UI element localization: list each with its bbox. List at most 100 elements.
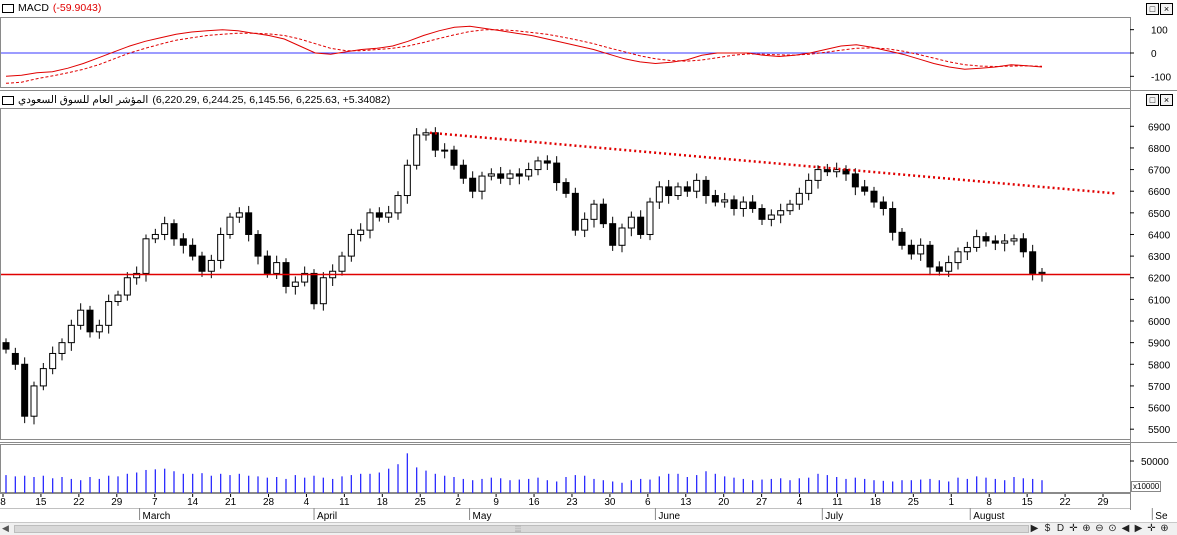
axis-labels-group: 100 0 -100 6900 6800 6700 6600 6500 6400 6300 6200… <box>1130 26 1171 468</box>
price-restore-button[interactable]: □ <box>1146 94 1159 106</box>
candle-down <box>711 195 719 203</box>
candle-up <box>319 277 327 305</box>
candle-down <box>926 244 934 268</box>
candle-up <box>347 233 355 257</box>
macd-window-buttons: □ × <box>1146 3 1173 15</box>
month-label: June <box>658 511 680 522</box>
candle-up <box>385 212 393 218</box>
horizontal-scrollbar[interactable]: ◀ ⦙⦙⦙ ▶ $ D ✛ ⊕ ⊖ ⊙ ◀ ▶ ✛ ⊕ <box>0 522 1177 535</box>
date-tick-label: 18 <box>870 497 882 508</box>
candle-up <box>627 216 635 229</box>
zoom-out-icon[interactable]: ⊖ <box>1095 523 1104 534</box>
candle-up <box>478 175 486 192</box>
candle-up <box>487 173 495 177</box>
date-tick-label: 22 <box>1060 497 1072 508</box>
date-tick-label: 20 <box>718 497 730 508</box>
date-tick-label: 15 <box>35 497 47 508</box>
date-tick-label: 21 <box>225 497 237 508</box>
candle-down <box>469 177 477 192</box>
candle-up <box>795 192 803 205</box>
candle-up <box>618 227 626 246</box>
pane-icon <box>2 3 14 13</box>
candle-down <box>86 309 94 333</box>
candle-down <box>179 238 187 246</box>
price-tick-label: 5900 <box>1148 339 1171 350</box>
candle-up <box>366 212 374 231</box>
date-tick-label: 23 <box>566 497 578 508</box>
date-tick-label: 16 <box>528 497 540 508</box>
price-window-buttons: □ × <box>1146 94 1173 106</box>
price-close-button[interactable]: × <box>1160 94 1173 106</box>
price-tick-label: 6500 <box>1148 209 1171 220</box>
price-ohlc: (6,220.29, 6,244.25, 6,145.56, 6,225.63,… <box>152 94 391 106</box>
candle-up <box>786 203 794 212</box>
candle-down <box>842 169 850 175</box>
zoom-fit-icon[interactable]: ⊙ <box>1108 523 1117 534</box>
candle-down <box>515 173 523 177</box>
month-label: March <box>143 511 171 522</box>
macd-close-button[interactable]: × <box>1160 3 1173 15</box>
date-axis-group: 8 15 22 29 7 14 21 28 4 11 18 25 2 9 16 23 30 6 13 20 27 4 11 1… <box>0 494 1168 522</box>
price-tick-label: 6700 <box>1148 166 1171 177</box>
candle-down <box>254 233 262 257</box>
candle-down <box>683 186 691 192</box>
macd-line <box>5 25 1043 77</box>
month-label: May <box>473 511 492 522</box>
candle-down <box>375 212 383 218</box>
macd-restore-button[interactable]: □ <box>1146 3 1159 15</box>
candle-up <box>58 342 66 354</box>
candle-down <box>245 212 253 235</box>
candle-up <box>945 262 953 272</box>
candle-down <box>982 236 990 242</box>
candle-down <box>497 173 505 179</box>
scrollbar-grip-icon: ⦙⦙⦙ <box>515 524 522 534</box>
candle-up <box>235 212 243 218</box>
candle-up <box>291 281 299 287</box>
candle-up <box>114 294 122 303</box>
candle-up <box>674 186 682 197</box>
candle-down <box>730 199 738 210</box>
d-button[interactable]: D <box>1056 523 1065 534</box>
candle-up <box>693 179 701 192</box>
candle-down <box>170 223 178 240</box>
crosshair-icon[interactable]: ✛ <box>1147 523 1156 534</box>
candle-down <box>851 173 859 188</box>
date-tick-label: 8 <box>0 497 6 508</box>
zoom-icon[interactable]: ⊕ <box>1160 523 1169 534</box>
candle-down <box>823 169 831 173</box>
scrollbar-thumb[interactable]: ⦙⦙⦙ <box>14 524 1029 534</box>
scroll-left-arrow-icon[interactable]: ◀ <box>2 523 9 533</box>
candle-down <box>562 182 570 194</box>
candle-up <box>161 223 169 235</box>
candle-down <box>553 162 561 184</box>
price-tick-label: 6400 <box>1148 230 1171 241</box>
date-tick-label: 14 <box>187 497 199 508</box>
candle-down <box>450 149 458 166</box>
pane-icon <box>2 95 14 105</box>
candle-down <box>665 186 673 197</box>
macd-tick-label: 0 <box>1151 49 1157 60</box>
zoom-in-icon[interactable]: ⊕ <box>1082 523 1091 534</box>
price-tick-label: 6200 <box>1148 274 1171 285</box>
month-label: July <box>825 511 843 522</box>
candle-down <box>907 244 915 255</box>
candle-down <box>609 223 617 246</box>
scroll-right-arrow-icon[interactable]: ▶ <box>1030 523 1039 534</box>
candle-up <box>49 352 57 370</box>
candle-up <box>506 173 514 179</box>
candle-up <box>95 324 103 333</box>
candle-down <box>898 231 906 246</box>
date-tick-label: 6 <box>645 497 651 508</box>
chart-canvas[interactable]: 100 0 -100 6900 6800 6700 6600 6500 6400 6300 6200… <box>0 0 1177 522</box>
candle-up <box>357 229 365 235</box>
candle-down <box>189 244 197 257</box>
move-icon[interactable]: ✛ <box>1069 523 1078 534</box>
next-icon[interactable]: ▶ <box>1134 523 1143 534</box>
prev-icon[interactable]: ◀ <box>1121 523 1130 534</box>
candle-down <box>431 132 439 151</box>
dollar-icon[interactable]: $ <box>1044 523 1051 534</box>
date-tick-label: 29 <box>1097 497 1109 508</box>
candle-down <box>637 216 645 235</box>
candle-up <box>1001 240 1009 244</box>
date-tick-label: 28 <box>263 497 275 508</box>
